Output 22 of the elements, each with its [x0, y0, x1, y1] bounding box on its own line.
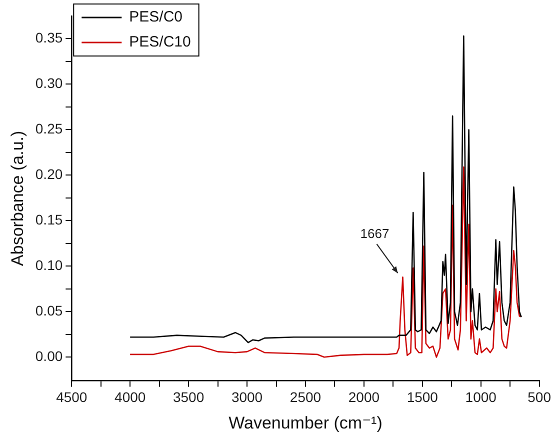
- x-tick-label: 500: [528, 389, 552, 406]
- x-tick-label: 2000: [348, 389, 380, 406]
- y-tick-label: 0.30: [35, 75, 63, 92]
- x-tick-label: 1000: [465, 389, 497, 406]
- x-tick-label: 3500: [172, 389, 204, 406]
- x-tick-label: 1500: [406, 389, 438, 406]
- x-tick-label: 4000: [114, 389, 146, 406]
- y-tick-label: 0.15: [35, 212, 63, 228]
- y-tick-label: 0.35: [35, 30, 63, 46]
- x-tick-label: 3000: [231, 389, 263, 406]
- annotation: 1667: [360, 226, 390, 242]
- y-tick-label: 0.20: [35, 166, 63, 182]
- y-tick-label: 0.00: [35, 348, 63, 364]
- y-axis-title: Absorbance (a.u.): [8, 130, 27, 266]
- legend-label: PES/C10: [129, 34, 191, 51]
- y-tick-label: 0.10: [35, 257, 63, 274]
- x-tick-label: 4500: [56, 389, 88, 406]
- x-tick-label: 2500: [290, 389, 322, 406]
- y-tick-label: 0.05: [35, 302, 63, 319]
- y-tick-label: 0.25: [35, 120, 63, 137]
- x-axis-title: Wavenumber (cm⁻¹): [228, 413, 382, 432]
- legend-label: PES/C0: [129, 8, 183, 26]
